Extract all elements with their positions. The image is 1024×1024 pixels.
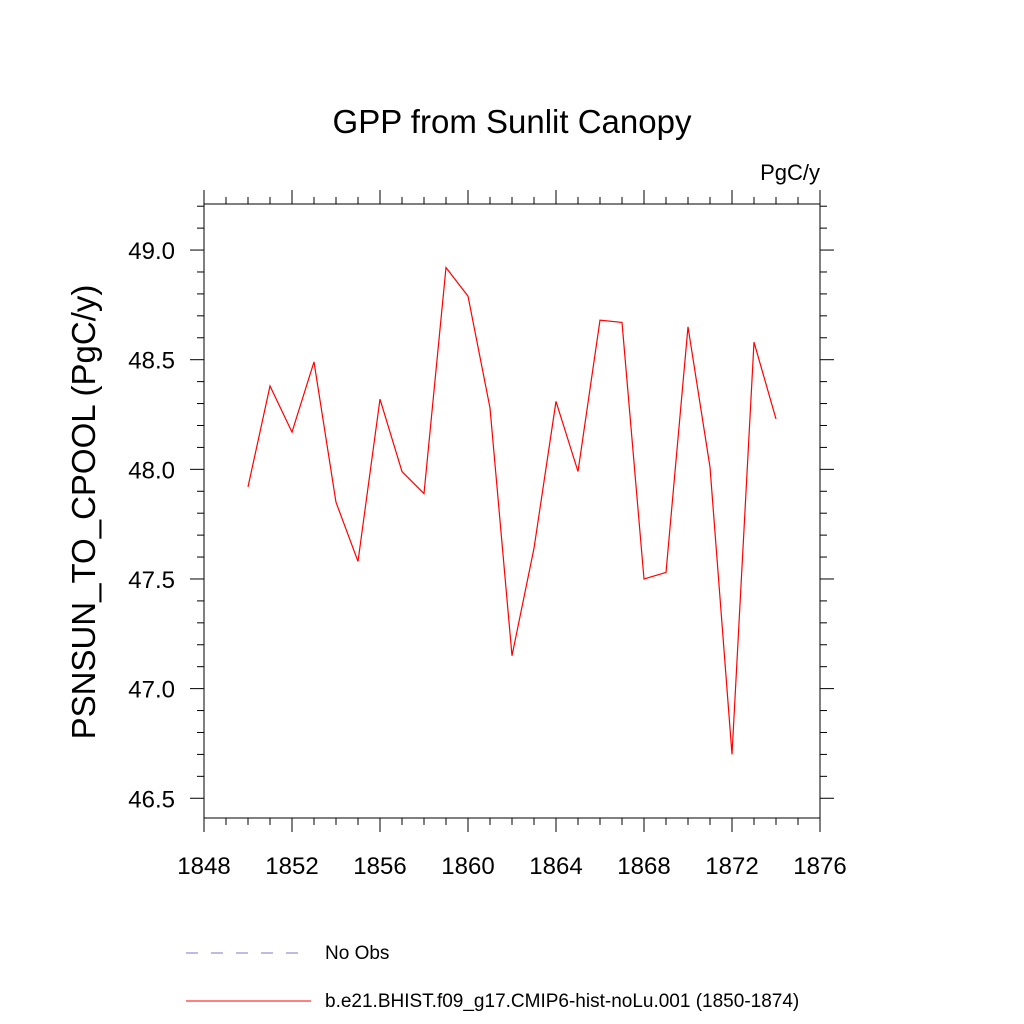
legend-label-no-obs: No Obs [325,943,389,964]
y-tick-label: 47.5 [128,567,175,594]
plot-frame [203,203,821,819]
x-tick-label: 1868 [617,853,670,880]
units-label: PgC/y [760,160,820,185]
y-tick-label: 48.0 [128,457,175,484]
series-layer [247,266,777,755]
y-tick-label: 48.5 [128,348,175,375]
x-tick-label: 1856 [353,853,406,880]
legend-label-model-run: b.e21.BHIST.f09_g17.CMIP6-hist-noLu.001 … [325,991,799,1012]
x-tick-label: 1860 [441,853,494,880]
x-tick-label: 1852 [265,853,318,880]
x-tick-label: 1848 [177,853,230,880]
x-tick-label: 1876 [793,853,846,880]
x-tick-label: 1872 [705,853,758,880]
y-axis-label: PSNSUN_TO_CPOOL (PgC/y) [65,285,102,740]
x-tick-label: 1864 [529,853,582,880]
y-tick-label: 46.5 [128,786,175,813]
legend: No Obs b.e21.BHIST.f09_g17.CMIP6-hist-no… [186,943,799,1012]
axis-ticks [190,190,834,832]
y-tick-label: 47.0 [128,677,175,704]
series-line [247,266,777,755]
axis-tick-labels: 1848 1852 1856 1860 1864 1868 1872 1876 46.5 47.0… [128,238,846,880]
chart-title: GPP from Sunlit Canopy [333,103,692,140]
y-tick-label: 49.0 [128,238,175,265]
